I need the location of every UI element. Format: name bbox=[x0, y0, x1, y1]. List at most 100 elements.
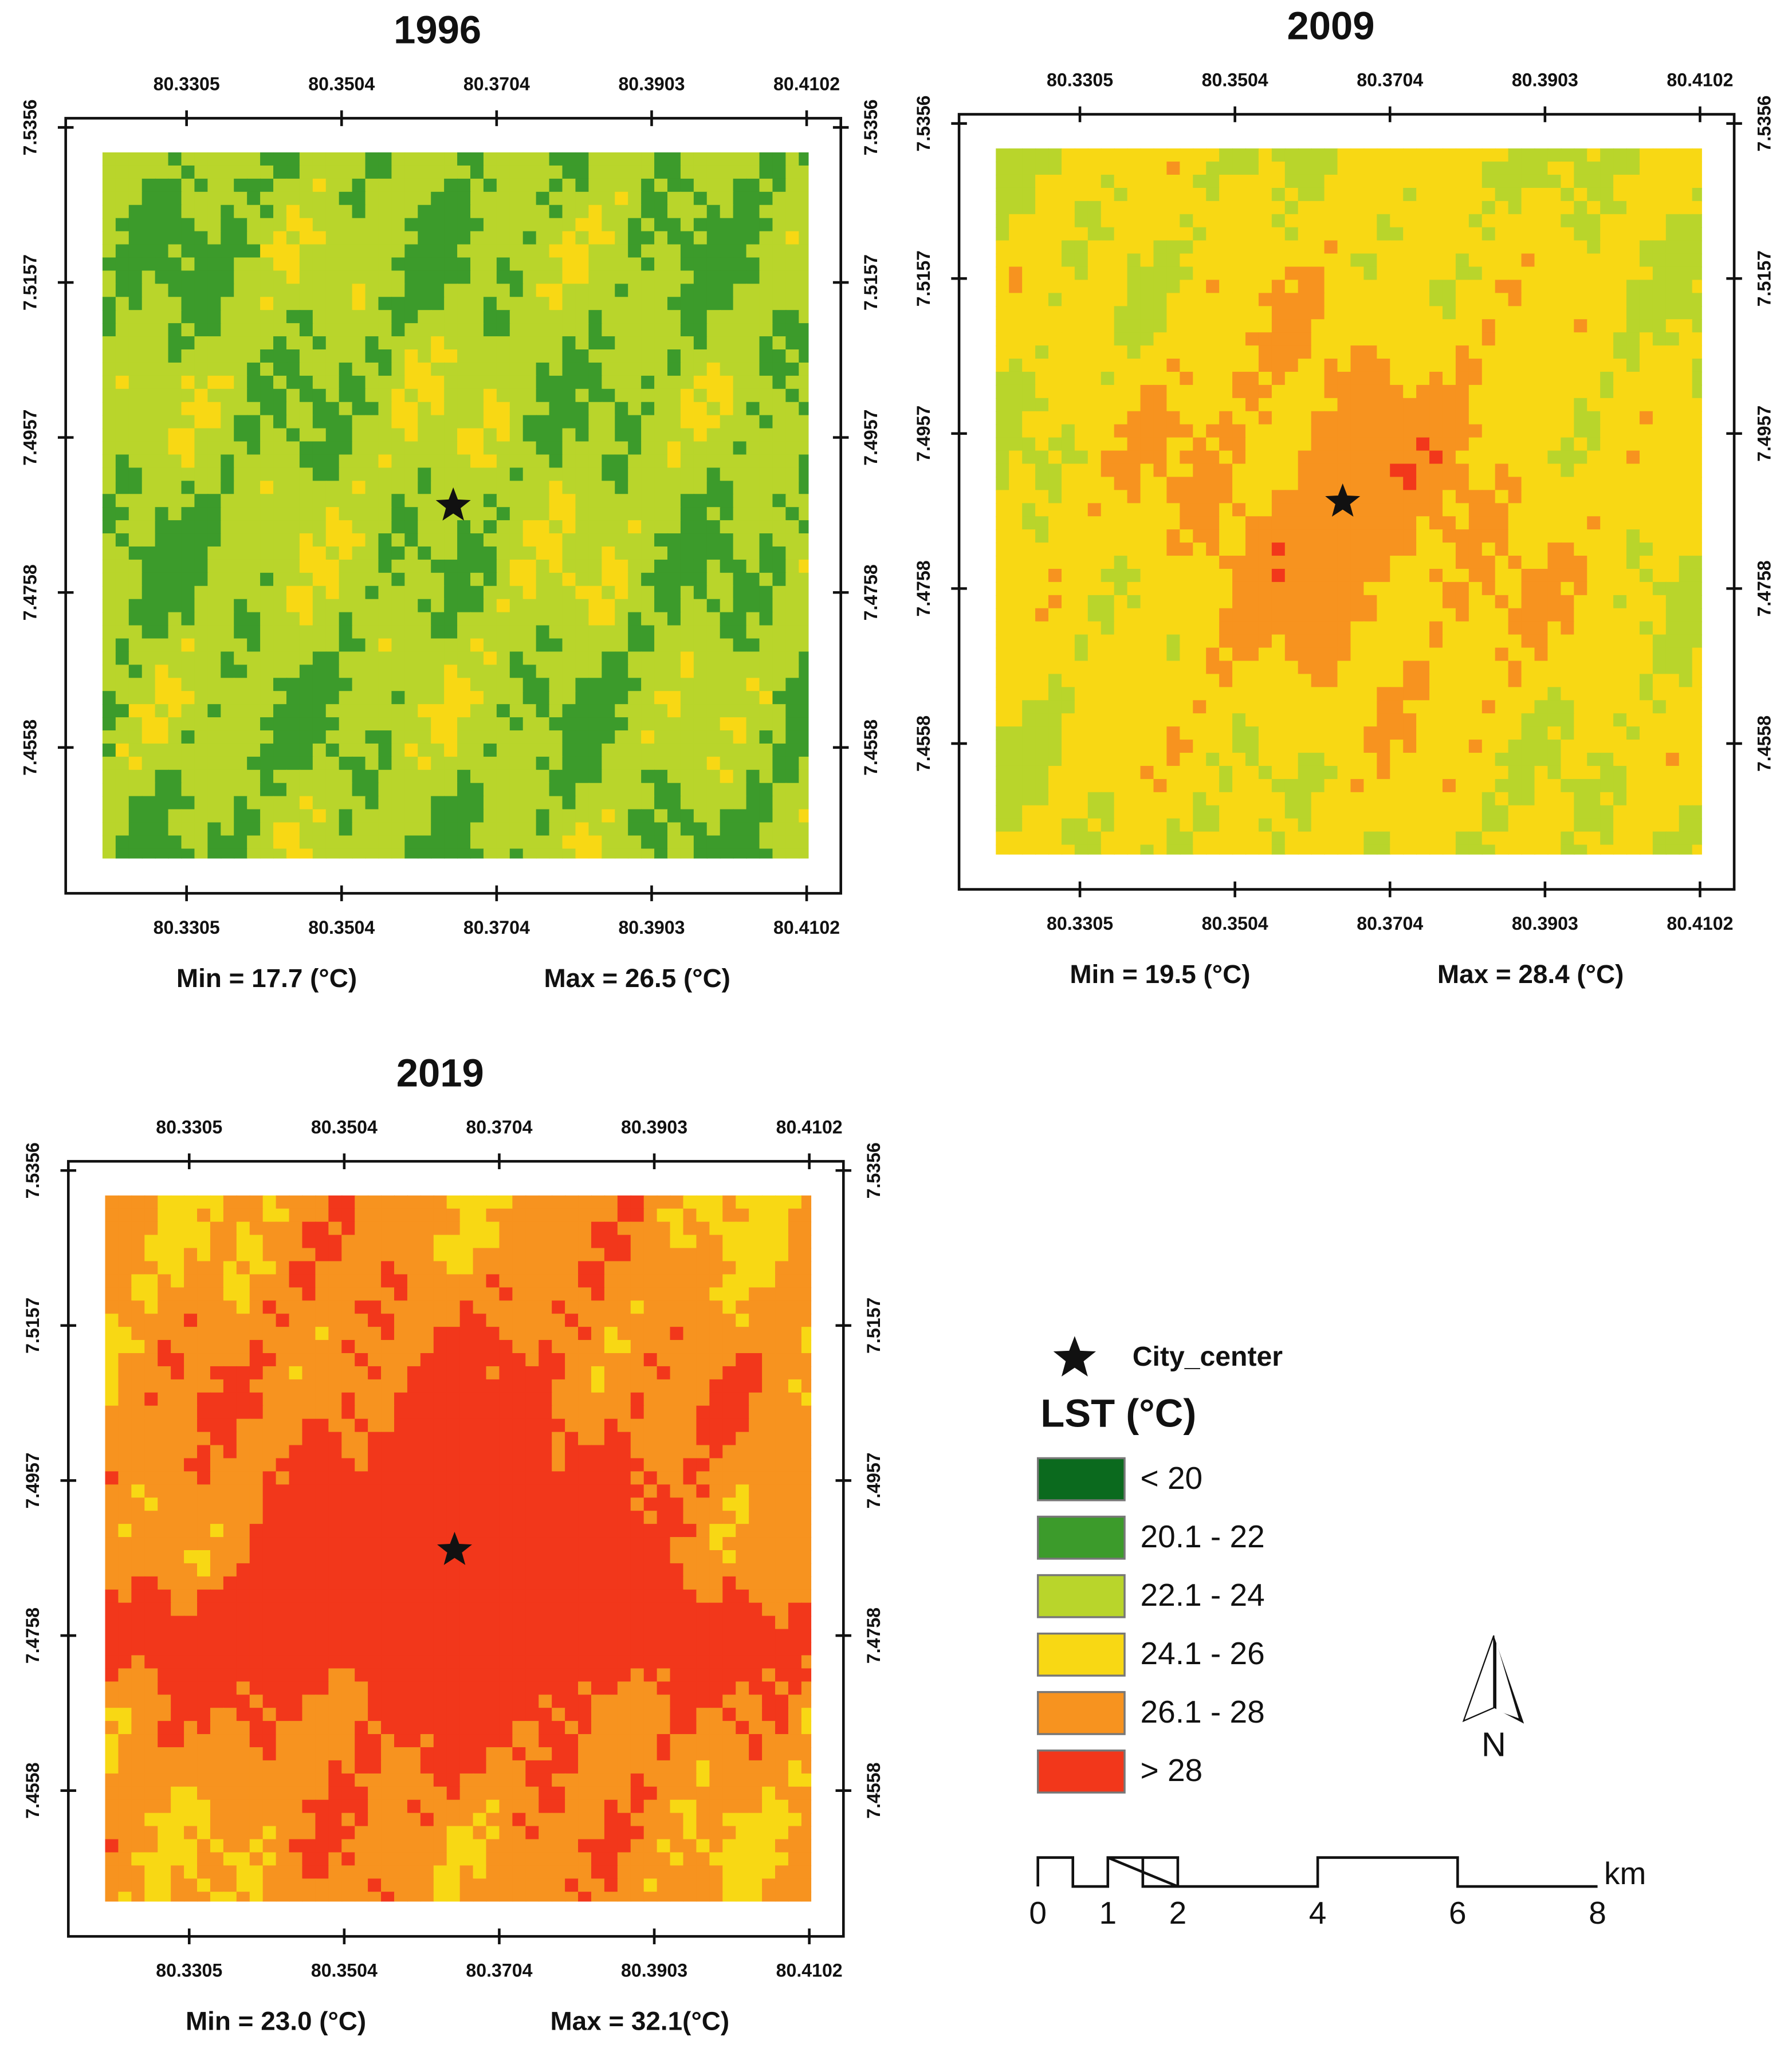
raster-cell bbox=[1534, 201, 1549, 215]
raster-cell bbox=[194, 454, 209, 469]
raster-cell bbox=[628, 205, 642, 219]
raster-cell bbox=[194, 717, 209, 732]
raster-cell bbox=[1574, 174, 1588, 189]
raster-cell bbox=[1600, 490, 1614, 504]
raster-cell bbox=[996, 148, 1010, 163]
raster-cell bbox=[299, 783, 313, 797]
raster-cell bbox=[207, 178, 222, 192]
raster-cell bbox=[1508, 280, 1522, 294]
raster-cell bbox=[1416, 490, 1431, 504]
raster-cell bbox=[352, 270, 366, 285]
raster-cell bbox=[1403, 384, 1417, 399]
raster-cell bbox=[759, 651, 773, 666]
raster-cell bbox=[628, 585, 642, 600]
raster-cell bbox=[1258, 634, 1273, 648]
raster-cell bbox=[602, 599, 616, 613]
raster-cell bbox=[522, 665, 537, 679]
raster-cell bbox=[1087, 319, 1102, 333]
raster-cell bbox=[641, 231, 655, 245]
raster-cell bbox=[1547, 411, 1562, 425]
raster-cell bbox=[1048, 345, 1063, 360]
raster-cell bbox=[772, 665, 787, 679]
raster-cell bbox=[168, 520, 182, 534]
raster-cell bbox=[562, 323, 576, 337]
raster-cell bbox=[1337, 332, 1351, 347]
raster-cell bbox=[575, 572, 590, 587]
raster-cell bbox=[536, 244, 550, 258]
raster-cell bbox=[457, 323, 471, 337]
raster-cell bbox=[1481, 424, 1496, 438]
raster-cell bbox=[102, 704, 116, 718]
raster-cell bbox=[680, 494, 694, 508]
raster-cell bbox=[1626, 319, 1641, 333]
raster-cell bbox=[1455, 345, 1469, 360]
raster-cell bbox=[352, 375, 366, 390]
raster-cell bbox=[549, 665, 563, 679]
raster-cell bbox=[575, 796, 590, 810]
raster-cell bbox=[1311, 595, 1325, 609]
raster-cell bbox=[615, 257, 629, 272]
raster-cell bbox=[102, 270, 116, 285]
raster-cell bbox=[207, 743, 222, 758]
raster-cell bbox=[155, 756, 169, 771]
raster-cell bbox=[1495, 608, 1509, 622]
raster-cell bbox=[1324, 398, 1338, 412]
raster-cell bbox=[1561, 398, 1575, 412]
raster-cell bbox=[418, 533, 432, 548]
raster-cell bbox=[1639, 556, 1654, 570]
raster-cell bbox=[1574, 595, 1588, 609]
raster-cell bbox=[536, 520, 550, 534]
raster-cell bbox=[1587, 424, 1601, 438]
raster-cell bbox=[339, 835, 353, 850]
raster-cell bbox=[1074, 463, 1088, 478]
raster-cell bbox=[562, 809, 576, 823]
raster-cell bbox=[391, 481, 406, 495]
raster-cell bbox=[404, 769, 419, 784]
raster-cell bbox=[1271, 345, 1286, 360]
raster-cell bbox=[785, 769, 800, 784]
raster-cell bbox=[115, 507, 129, 521]
raster-cell bbox=[457, 165, 471, 180]
raster-cell bbox=[1219, 477, 1233, 491]
raster-cell bbox=[1363, 227, 1378, 241]
raster-cell bbox=[1193, 293, 1207, 307]
raster-cell bbox=[299, 178, 313, 192]
raster-cell bbox=[667, 415, 682, 429]
raster-cell bbox=[1679, 477, 1693, 491]
raster-cell bbox=[1468, 187, 1483, 202]
raster-cell bbox=[799, 546, 809, 561]
raster-cell bbox=[536, 297, 550, 311]
raster-cell bbox=[312, 244, 327, 258]
raster-cell bbox=[1481, 516, 1496, 530]
raster-cell bbox=[234, 572, 248, 587]
raster-cell bbox=[1455, 556, 1469, 570]
raster-cell bbox=[588, 165, 603, 180]
raster-cell bbox=[1679, 398, 1693, 412]
raster-cell bbox=[1284, 332, 1299, 347]
raster-cell bbox=[207, 441, 222, 455]
raster-cell bbox=[1337, 174, 1351, 189]
raster-cell bbox=[1009, 503, 1023, 517]
raster-cell bbox=[1468, 621, 1483, 635]
raster-cell bbox=[575, 191, 590, 206]
raster-cell bbox=[457, 310, 471, 324]
raster-cell bbox=[1561, 187, 1575, 202]
raster-cell bbox=[115, 678, 129, 692]
raster-cell bbox=[1600, 437, 1614, 451]
raster-cell bbox=[667, 809, 682, 823]
raster-cell bbox=[207, 467, 222, 482]
raster-cell bbox=[470, 297, 485, 311]
raster-cell bbox=[1311, 148, 1325, 163]
raster-cell bbox=[628, 848, 642, 859]
raster-cell bbox=[496, 704, 510, 718]
raster-cell bbox=[181, 743, 195, 758]
raster-cell bbox=[602, 152, 616, 167]
raster-cell bbox=[260, 441, 274, 455]
raster-cell bbox=[194, 809, 209, 823]
raster-cell bbox=[431, 428, 445, 442]
raster-cell bbox=[1166, 463, 1181, 478]
raster-cell bbox=[247, 165, 261, 180]
raster-cell bbox=[247, 402, 261, 416]
raster-cell bbox=[733, 783, 747, 797]
raster-cell bbox=[339, 467, 353, 482]
